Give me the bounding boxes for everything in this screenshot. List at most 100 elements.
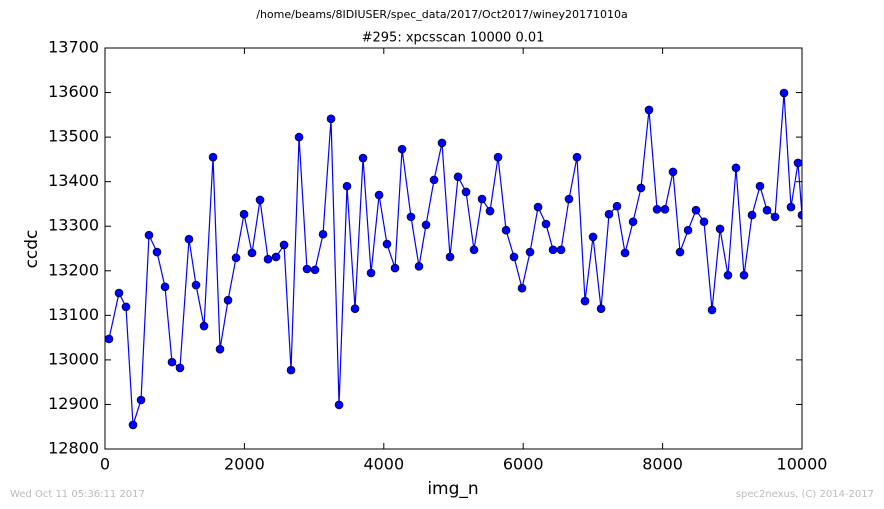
- data-point: [342, 181, 352, 191]
- data-point: [263, 254, 273, 264]
- data-point: [121, 302, 131, 312]
- data-point: [779, 88, 789, 98]
- data-point: [652, 204, 662, 214]
- y-tick-label: 13000: [48, 349, 99, 368]
- data-point: [628, 217, 638, 227]
- data-point: [175, 363, 185, 373]
- y-axis-label: ccdc: [22, 230, 42, 269]
- data-point: [588, 232, 598, 242]
- data-point: [683, 225, 693, 235]
- data-point: [556, 245, 566, 255]
- x-tick-label: 10000: [777, 455, 828, 474]
- axes-frame: [104, 47, 803, 450]
- data-point: [239, 209, 249, 219]
- data-point: [167, 357, 177, 367]
- y-tick-label: 12900: [48, 394, 99, 413]
- x-tick-label: 0: [100, 455, 110, 474]
- data-point: [421, 220, 431, 230]
- data-point: [310, 265, 320, 275]
- data-point: [755, 181, 765, 191]
- data-point: [184, 234, 194, 244]
- data-point: [786, 202, 796, 212]
- data-point: [668, 167, 678, 177]
- data-point: [644, 105, 654, 115]
- footer-right: spec2nexus, (C) 2014-2017: [736, 489, 874, 500]
- data-point: [731, 163, 741, 173]
- data-point: [797, 210, 802, 220]
- data-point: [604, 209, 614, 219]
- data-point: [255, 195, 265, 205]
- x-tick-label: 4000: [363, 455, 404, 474]
- data-point: [572, 152, 582, 162]
- data-point: [707, 305, 717, 315]
- data-point: [414, 262, 424, 271]
- data-point: [548, 245, 558, 255]
- data-point: [501, 225, 511, 235]
- y-tick-label: 13400: [48, 171, 99, 190]
- data-point: [390, 263, 400, 273]
- data-point: [636, 183, 646, 193]
- data-point: [469, 245, 479, 255]
- data-point: [517, 283, 527, 293]
- y-tick-label: 12800: [48, 439, 99, 458]
- data-point: [223, 295, 233, 305]
- data-point: [128, 420, 138, 430]
- y-tick-label: 13300: [48, 216, 99, 235]
- data-point: [525, 247, 535, 257]
- data-point: [509, 252, 519, 262]
- data-point: [762, 205, 772, 215]
- data-point: [366, 268, 376, 278]
- data-point: [199, 321, 209, 331]
- data-point: [318, 229, 328, 239]
- y-tick-label: 13500: [48, 127, 99, 146]
- data-point: [136, 395, 146, 405]
- data-point: [453, 172, 463, 182]
- data-point: [279, 240, 289, 250]
- data-point: [294, 132, 304, 142]
- data-point: [231, 253, 241, 263]
- data-point: [580, 296, 590, 306]
- x-tick-label: 2000: [224, 455, 265, 474]
- y-tick-label: 13200: [48, 260, 99, 279]
- data-point: [160, 282, 170, 292]
- footer-left: Wed Oct 11 05:36:11 2017: [10, 489, 145, 500]
- data-point: [382, 239, 392, 249]
- data-point: [374, 190, 384, 200]
- data-point: [612, 201, 622, 211]
- data-point: [144, 230, 154, 240]
- data-point: [358, 153, 368, 163]
- y-tick-label: 13600: [48, 82, 99, 101]
- data-point: [699, 217, 709, 227]
- x-tick-label: 6000: [503, 455, 544, 474]
- data-point: [215, 344, 225, 354]
- data-point: [105, 334, 114, 344]
- data-point: [747, 210, 757, 220]
- y-tick-label: 13700: [48, 38, 99, 57]
- data-point: [723, 270, 733, 280]
- data-point: [533, 202, 543, 212]
- data-point: [350, 304, 360, 313]
- y-tick-label: 13100: [48, 305, 99, 324]
- data-point: [247, 248, 257, 258]
- data-point: [660, 204, 670, 214]
- x-tick-label: 8000: [642, 455, 683, 474]
- data-point: [286, 365, 296, 375]
- header: /home/beams/8IDIUSER/spec_data/2017/Oct2…: [256, 8, 628, 21]
- data-point: [191, 280, 201, 290]
- plot-area: [105, 88, 802, 430]
- data-point: [208, 152, 218, 162]
- data-point: [397, 144, 407, 154]
- data-point: [715, 224, 725, 234]
- data-point: [326, 114, 336, 124]
- data-point: [477, 194, 487, 204]
- data-point: [271, 252, 281, 262]
- data-point: [493, 152, 503, 162]
- data-point: [564, 194, 574, 204]
- data-point: [114, 288, 124, 298]
- data-point: [152, 247, 162, 257]
- chart-title: #295: xpcsscan 10000 0.01: [362, 31, 545, 46]
- x-axis-label: img_n: [427, 479, 478, 499]
- data-point: [302, 264, 312, 274]
